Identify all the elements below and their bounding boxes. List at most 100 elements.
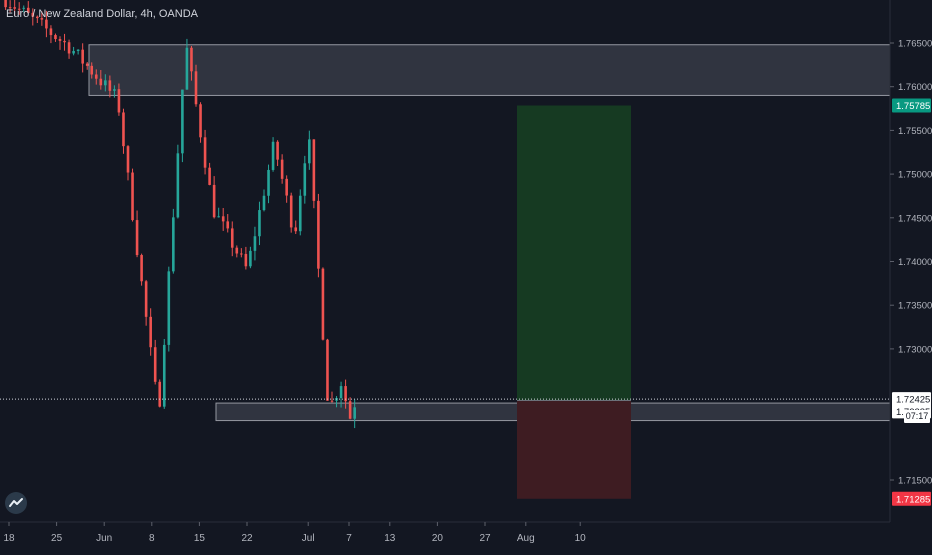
- candle-body: [117, 89, 121, 113]
- candle-body: [280, 159, 284, 179]
- candle-body: [45, 19, 48, 29]
- candle-body: [185, 47, 189, 90]
- candle-body: [271, 141, 275, 170]
- candle-body: [153, 347, 157, 382]
- candle-body: [312, 139, 316, 201]
- candle-body: [308, 139, 311, 164]
- x-tick-label: 7: [346, 533, 352, 544]
- candle-body: [63, 40, 66, 43]
- y-tick-label: 1.73500: [898, 301, 932, 312]
- candle-body: [90, 65, 94, 75]
- y-tick-label: 1.74500: [898, 213, 932, 224]
- position-stop-area: [517, 400, 631, 499]
- stop-price-label-bg: [892, 491, 931, 506]
- candle-body: [122, 112, 125, 147]
- y-tick-label: 1.76000: [898, 82, 932, 93]
- candle-body: [217, 216, 220, 218]
- candle-body: [258, 210, 261, 237]
- candle-body: [353, 407, 356, 419]
- x-tick-label: 13: [384, 533, 396, 544]
- candle-body: [108, 80, 112, 91]
- candle-body: [235, 247, 239, 254]
- x-tick-label: 25: [51, 533, 63, 544]
- x-tick-label: Jun: [96, 533, 112, 544]
- logo-glyph: [9, 498, 23, 507]
- x-tick-label: 8: [149, 533, 155, 544]
- y-tick-label: 1.75000: [898, 170, 932, 181]
- candle-body: [321, 268, 325, 340]
- candle-body: [285, 178, 288, 196]
- candle-body: [99, 78, 103, 86]
- candle-body: [294, 227, 298, 232]
- candle-body: [348, 401, 352, 419]
- candle-body: [181, 89, 184, 154]
- candle-body: [240, 253, 243, 255]
- candle-body: [262, 195, 266, 211]
- candle-body: [330, 400, 334, 402]
- candle-body: [67, 42, 71, 54]
- candle-body: [49, 28, 53, 36]
- candle-body: [199, 104, 202, 138]
- candle-body: [76, 49, 80, 51]
- candle-body: [113, 89, 116, 91]
- candle-body: [267, 169, 270, 196]
- candle-body: [149, 316, 152, 348]
- y-tick-label: 1.73000: [898, 344, 932, 355]
- candle-body: [36, 16, 39, 19]
- candle-body: [4, 0, 7, 8]
- y-tick-label: 1.75500: [898, 126, 932, 137]
- candle-body: [203, 137, 207, 168]
- candle-body: [54, 35, 57, 40]
- candle-body: [253, 236, 257, 251]
- candle-body: [94, 74, 98, 79]
- candle-body: [72, 50, 75, 54]
- candle-body: [26, 7, 30, 13]
- candle-body: [167, 271, 171, 345]
- candle-body: [289, 195, 293, 228]
- candle-body: [230, 228, 234, 248]
- x-tick-label: 15: [194, 533, 206, 544]
- candle-body: [339, 386, 343, 398]
- candle-body: [81, 49, 84, 64]
- x-tick-label: 22: [241, 533, 253, 544]
- candle-body: [244, 253, 248, 267]
- position-target-area: [517, 105, 631, 401]
- candle-body: [212, 184, 216, 218]
- candle-body: [190, 47, 193, 72]
- x-tick-label: 18: [3, 533, 15, 544]
- current-price-label-bg: [892, 392, 931, 407]
- x-tick-label: 10: [575, 533, 587, 544]
- target-price-label: 1.75785: [896, 101, 930, 112]
- supply-zone: [88, 44, 891, 96]
- candle-body: [144, 281, 148, 317]
- x-tick-label: 27: [479, 533, 491, 544]
- x-tick-label: Jul: [302, 533, 315, 544]
- candle-body: [126, 146, 130, 173]
- candle-body: [317, 200, 320, 269]
- candle-body: [162, 344, 166, 407]
- candle-body: [140, 255, 143, 282]
- candle-body: [326, 339, 329, 401]
- y-tick-label: 1.74000: [898, 257, 932, 268]
- bar-countdown: 07:17: [904, 410, 930, 423]
- candle-body: [344, 386, 347, 402]
- stop-price-label: 1.71285: [896, 494, 930, 505]
- candle-body: [17, 8, 21, 10]
- x-tick-label: Aug: [517, 533, 535, 544]
- candle-body: [104, 80, 107, 86]
- candle-body: [221, 216, 225, 222]
- candle-body: [303, 163, 307, 196]
- candle-body: [176, 153, 180, 218]
- candle-body: [13, 7, 16, 9]
- y-tick-label: 1.71500: [898, 476, 932, 487]
- candle-body: [172, 217, 175, 272]
- tradingview-logo-icon[interactable]: [5, 492, 27, 514]
- candle-body: [226, 221, 230, 229]
- candle-body: [22, 7, 26, 9]
- candle-body: [208, 167, 211, 185]
- candle-body: [194, 71, 198, 105]
- candle-body: [158, 381, 162, 407]
- candle-body: [298, 195, 302, 232]
